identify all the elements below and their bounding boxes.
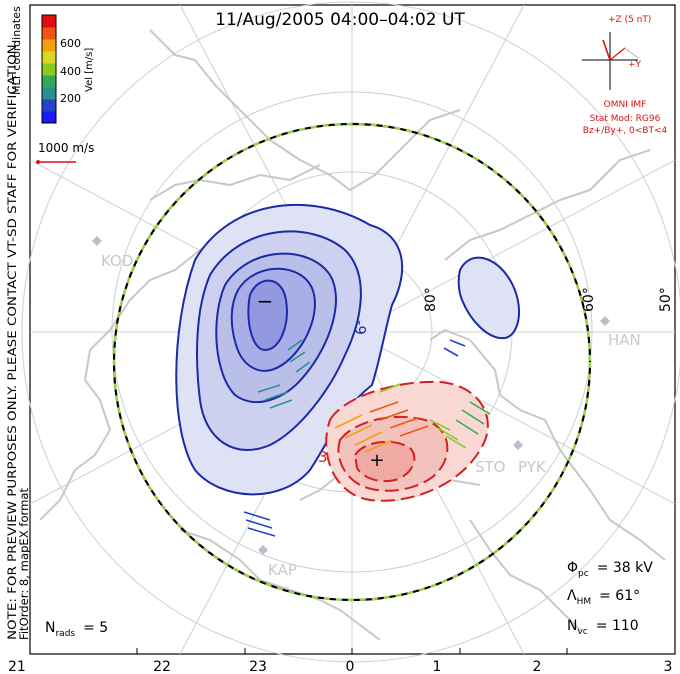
preview-note: NOTE: FOR PREVIEW PURPOSES ONLY. PLEASE … [5, 40, 19, 640]
map-title: 11/Aug/2005 04:00–04:02 UT [215, 10, 465, 30]
mlt-tick-0: 0 [346, 659, 355, 674]
colorbar-tick-600: 600 [60, 37, 81, 50]
mlt-tick-1: 1 [433, 659, 442, 674]
colorbar-segment [42, 27, 56, 40]
nrads-stat: Nrads = 5 [45, 620, 108, 639]
phi-pc-stat: Φpc = 38 kV [567, 560, 653, 579]
station-kod: KOD [101, 252, 133, 270]
imf-bz-label: +Z (5 nT) [608, 15, 651, 25]
mlt-tick-23: 23 [249, 659, 267, 674]
lat-label-50: 50° [658, 287, 674, 312]
stat-model-label: Stat Mod: RG96 [590, 114, 661, 124]
contour-label-pos: 3 [318, 448, 328, 466]
colorbar-segment [42, 111, 56, 124]
colorbar-segment [42, 15, 56, 28]
fit-order-note: FitOrder: 8, mapEX format [17, 487, 31, 640]
colorbar-segment [42, 63, 56, 76]
imf-source-label: OMNI IMF [604, 100, 647, 110]
colorbar-segment [42, 99, 56, 112]
colorbar-segment [42, 87, 56, 100]
positive-cell [325, 380, 489, 502]
colorbar-segment [42, 51, 56, 64]
colorbar-label: Vel [m/s] [84, 48, 95, 92]
hm-boundary-dash [112, 122, 592, 602]
contour-label-neg: -9 [351, 320, 369, 335]
mlt-tick-22: 22 [153, 659, 171, 674]
colorbar-border [41, 14, 57, 124]
potential-maximum-marker: + [369, 450, 384, 471]
station-kap: KAP [268, 561, 297, 579]
station-markers [92, 236, 610, 555]
station-han: HAN [608, 331, 641, 349]
velocity-vectors [243, 339, 491, 537]
imf-by-label: +Y [628, 60, 642, 70]
colorbar-tick-400: 400 [60, 65, 81, 78]
colorbar-segment [42, 39, 56, 52]
colorbar-segment [42, 75, 56, 88]
nvc-stat: Nvc = 110 [567, 618, 639, 637]
station-pyk: PYK [518, 458, 547, 476]
scale-arrow-origin [36, 160, 40, 164]
potential-minimum-marker: − [257, 289, 274, 313]
imf-dial [582, 32, 639, 90]
coordinate-system-label: MLT coordinates [10, 6, 23, 95]
lambda-hm-stat: ΛHM = 61° [567, 588, 640, 607]
scale-arrow-label: 1000 m/s [38, 141, 94, 155]
stat-model-condition: Bz+/By+, 0<BT<4 [583, 126, 668, 136]
colorbar-tick-200: 200 [60, 92, 81, 105]
station-sto: STO [475, 458, 506, 476]
lat-label-60: 60° [581, 287, 597, 312]
mlt-tick-2: 2 [533, 659, 542, 674]
mlt-tick-3: 3 [664, 659, 673, 674]
mlt-tick-21: 21 [8, 659, 26, 674]
mlt-axis [29, 648, 676, 654]
lat-label-80: 80° [423, 287, 439, 312]
velocity-colorbar [41, 14, 57, 124]
